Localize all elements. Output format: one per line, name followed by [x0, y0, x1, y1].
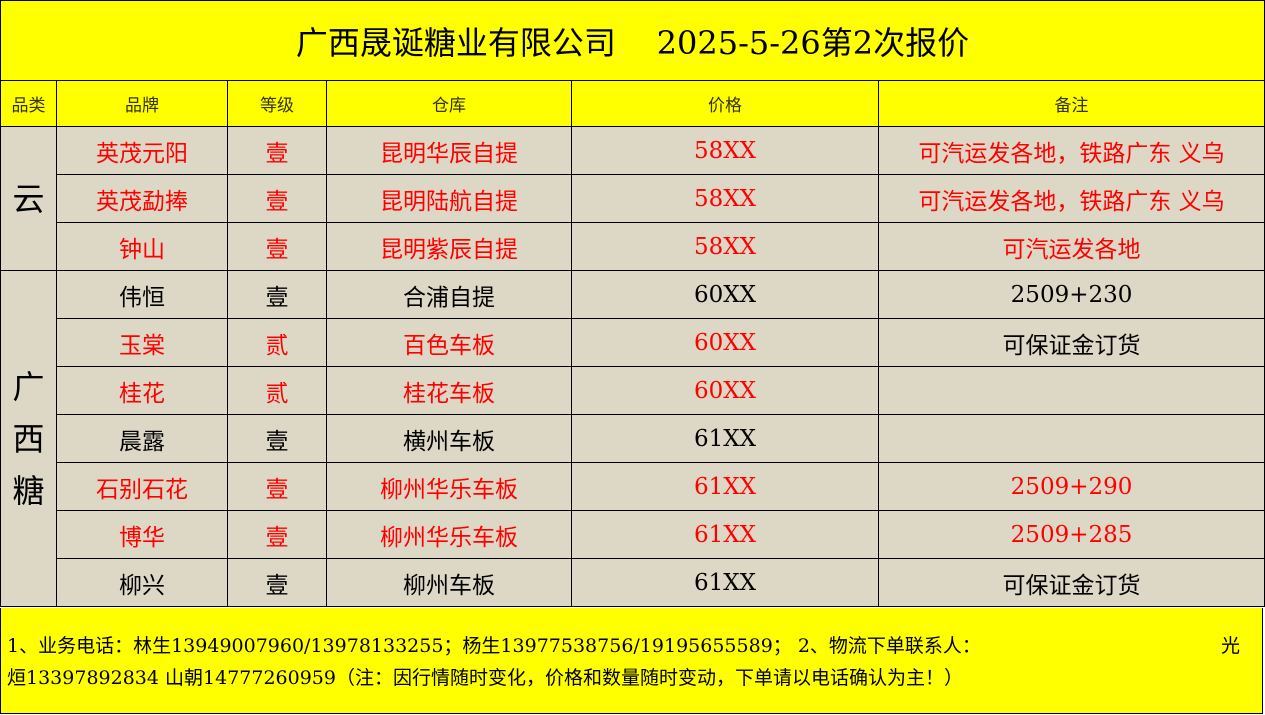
quote-date: 2025-5-26第2次报价	[656, 23, 970, 62]
header-price: 价格	[571, 80, 879, 127]
note-cell	[877, 366, 1265, 415]
price-cell: 60XX	[571, 366, 879, 415]
grade-cell: 贰	[227, 366, 327, 415]
footer-contact-name-start: 光	[1220, 635, 1240, 657]
header-note: 备注	[877, 80, 1265, 127]
table-row: 晨露壹横州车板 61XX	[1, 414, 1265, 463]
footer-notes: 1、业务电话：林生13949007960/13978133255；杨生13977…	[0, 608, 1263, 714]
note-cell: 可汽运发各地，铁路广东 义乌	[877, 126, 1265, 175]
warehouse-cell: 柳州车板	[326, 558, 572, 607]
header-grade: 等级	[227, 80, 327, 127]
brand-cell: 晨露	[56, 414, 228, 463]
price-cell: 58XX	[571, 222, 879, 271]
price-cell: 61XX	[571, 558, 879, 607]
table-body: 云英茂元阳壹昆明华辰自提 58XX 可汽运发各地，铁路广东 义乌 英茂勐捧壹昆明陆航自…	[0, 126, 1265, 607]
sheet-title: 广西晟诞糖业有限公司 2025-5-26第2次报价	[0, 0, 1265, 81]
header-row: 品类 品牌 等级 仓库 价格 备注	[0, 80, 1265, 127]
note-cell: 可汽运发各地，铁路广东 义乌	[877, 174, 1265, 223]
price-cell: 60XX	[571, 318, 879, 367]
table-row: 玉棠贰百色车板 60XX 可保证金订货	[1, 318, 1265, 367]
note-cell: 2509+290	[877, 462, 1265, 511]
brand-cell: 玉棠	[56, 318, 228, 367]
title-row: 广西晟诞糖业有限公司 2025-5-26第2次报价	[0, 0, 1265, 81]
table-row: 云英茂元阳壹昆明华辰自提 58XX 可汽运发各地，铁路广东 义乌	[0, 126, 1265, 271]
category-cell: 云	[0, 126, 57, 271]
warehouse-cell: 昆明陆航自提	[326, 174, 572, 223]
price-cell: 58XX	[571, 126, 879, 175]
price-cell: 61XX	[571, 414, 879, 463]
grade-cell: 壹	[227, 558, 327, 607]
brand-cell: 钟山	[56, 222, 228, 271]
table-row: 博华壹柳州华乐车板 61XX 2509+285	[1, 510, 1265, 559]
price-cell: 61XX	[571, 510, 879, 559]
grade-cell: 壹	[227, 414, 327, 463]
table-row: 钟山壹昆明紫辰自提 58XX 可汽运发各地	[1, 222, 1265, 271]
brand-cell: 柳兴	[56, 558, 228, 607]
brand-cell: 博华	[56, 510, 228, 559]
warehouse-cell: 柳州华乐车板	[326, 462, 572, 511]
grade-cell: 壹	[227, 462, 327, 511]
grade-cell: 壹	[227, 174, 327, 223]
table-row: 广西糖 伟恒壹合浦自提 60XX 2509+230	[0, 270, 1265, 607]
note-cell: 2509+285	[877, 510, 1265, 559]
warehouse-cell: 横州车板	[326, 414, 572, 463]
footer-disclaimer: 烜13397892834 山朝14777260959（注：因行情随时变化，价格和…	[7, 667, 963, 689]
company-name: 广西晟诞糖业有限公司	[295, 23, 616, 62]
price-cell: 58XX	[571, 174, 879, 223]
grade-cell: 壹	[227, 222, 327, 271]
brand-cell: 英茂勐捧	[56, 174, 228, 223]
warehouse-cell: 昆明紫辰自提	[326, 222, 572, 271]
footer-contacts: 1、业务电话：林生13949007960/13978133255；杨生13977…	[7, 635, 981, 657]
price-cell: 61XX	[571, 462, 879, 511]
note-cell: 可保证金订货	[877, 318, 1265, 367]
warehouse-cell: 合浦自提	[326, 270, 572, 319]
brand-cell: 石别石花	[56, 462, 228, 511]
warehouse-cell: 昆明华辰自提	[326, 126, 572, 175]
grade-cell: 壹	[227, 126, 327, 175]
grade-cell: 壹	[227, 270, 327, 319]
note-cell: 2509+230	[877, 270, 1265, 319]
note-cell: 可汽运发各地	[877, 222, 1265, 271]
grade-cell: 贰	[227, 318, 327, 367]
table-row: 石别石花壹柳州华乐车板 61XX 2509+290	[1, 462, 1265, 511]
header-brand: 品牌	[56, 80, 228, 127]
note-cell: 可保证金订货	[877, 558, 1265, 607]
brand-cell: 伟恒	[56, 270, 228, 319]
warehouse-cell: 桂花车板	[326, 366, 572, 415]
note-cell	[877, 414, 1265, 463]
warehouse-cell: 柳州华乐车板	[326, 510, 572, 559]
header-category: 品类	[0, 80, 57, 127]
warehouse-cell: 百色车板	[326, 318, 572, 367]
header-warehouse: 仓库	[326, 80, 572, 127]
grade-cell: 壹	[227, 510, 327, 559]
table-row: 英茂勐捧壹昆明陆航自提 58XX 可汽运发各地，铁路广东 义乌	[1, 174, 1265, 223]
price-table: 广西晟诞糖业有限公司 2025-5-26第2次报价 品类 品牌 等级 仓库 价格…	[0, 0, 1265, 607]
table-row: 柳兴壹柳州车板 61XX 可保证金订货	[1, 558, 1265, 607]
brand-cell: 英茂元阳	[56, 126, 228, 175]
table-row: 桂花贰桂花车板 60XX	[1, 366, 1265, 415]
brand-cell: 桂花	[56, 366, 228, 415]
category-cell: 广西糖	[0, 270, 57, 607]
price-cell: 60XX	[571, 270, 879, 319]
